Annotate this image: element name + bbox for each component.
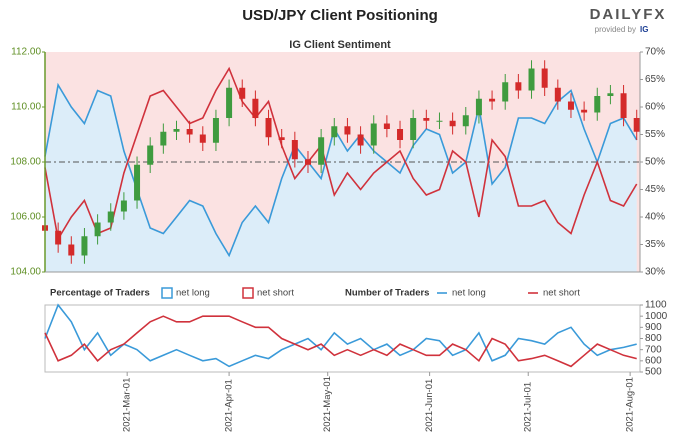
candle-body [462, 115, 469, 127]
y-tick-label: 108.00 [10, 157, 41, 168]
legend-box [242, 287, 254, 299]
candle-body [55, 230, 62, 245]
candle-body [252, 98, 259, 118]
y2-tick-label: 70% [645, 47, 665, 58]
candle-body [212, 118, 219, 143]
y-tick-label: 106.00 [10, 212, 41, 223]
candle-body [357, 134, 364, 146]
candle-body [120, 200, 127, 212]
legend-group: Number of Traders [345, 288, 429, 299]
candle-body [278, 137, 285, 140]
y2-tick-label: 45% [645, 184, 665, 195]
candle-body [199, 134, 206, 143]
candle-body [173, 129, 180, 132]
candle-body [633, 118, 640, 132]
logo: DAILYFX [590, 6, 667, 23]
candle-body [410, 118, 417, 140]
candle-body [528, 68, 535, 91]
legend-label: net long [176, 288, 210, 299]
logo-ig: IG [640, 25, 648, 34]
candle-body [449, 120, 456, 127]
candle-body [489, 98, 496, 102]
legend-group: Percentage of Traders [50, 288, 150, 299]
candle-body [291, 140, 298, 160]
x-tick-label: 2021-May-01 [322, 376, 333, 432]
candle-body [383, 123, 390, 129]
candle-body [81, 236, 88, 256]
legend-label: net short [543, 288, 580, 299]
count-line [44, 315, 637, 368]
candle-body [554, 87, 561, 102]
candle-body [594, 96, 601, 113]
candle-body [68, 244, 75, 256]
candle-body [186, 129, 193, 135]
y2-tick-label: 35% [645, 239, 665, 250]
candle-body [265, 118, 272, 138]
candle-body [107, 211, 114, 223]
x-tick-label: 2021-Apr-01 [224, 379, 235, 432]
candle-body [160, 131, 167, 146]
chart-subtitle: IG Client Sentiment [289, 39, 391, 51]
y2-tick-label: 40% [645, 212, 665, 223]
candle-body [423, 118, 430, 121]
net-long-area [45, 85, 637, 272]
candle-body [620, 93, 627, 118]
candle-body [226, 87, 233, 118]
y2-tick-label: 60% [645, 102, 665, 113]
candle-body [318, 137, 325, 165]
x-tick-label: 2021-Aug-01 [625, 377, 636, 432]
candle-body [436, 120, 443, 122]
candle-body [567, 101, 574, 110]
candle-body [304, 159, 311, 165]
legend-label: net long [452, 288, 486, 299]
candle-body [331, 126, 338, 138]
y2-tick-label: 30% [645, 267, 665, 278]
legend-box [161, 287, 173, 299]
y2-tick-label: 65% [645, 74, 665, 85]
y2-tick-label: 55% [645, 129, 665, 140]
legend-label: net short [257, 288, 294, 299]
candle-body [370, 123, 377, 146]
y-tick-label: 110.00 [11, 102, 41, 113]
y2-tick-label: 600 [645, 355, 662, 366]
candle-body [502, 82, 509, 102]
y2-tick-label: 1100 [645, 300, 667, 311]
candle-body [94, 222, 101, 237]
y-tick-label: 112.00 [11, 47, 41, 58]
candle-body [134, 164, 141, 201]
candle-body [147, 145, 154, 165]
y2-tick-label: 50% [645, 157, 665, 168]
y2-tick-label: 800 [645, 333, 662, 344]
y2-tick-label: 900 [645, 322, 662, 333]
candle-body [607, 93, 614, 96]
y-tick-label: 104.00 [10, 267, 41, 278]
x-tick-label: 2021-Jun-01 [424, 379, 435, 432]
candle-body [475, 98, 482, 116]
sentiment-line [44, 66, 638, 242]
y2-tick-label: 700 [645, 344, 662, 355]
candle-body [541, 68, 548, 88]
logo-sub: provided by [595, 25, 636, 34]
candle-body [515, 82, 522, 91]
candle-body [344, 126, 351, 135]
x-tick-label: 2021-Jul-01 [523, 382, 534, 432]
x-tick-label: 2021-Mar-01 [122, 378, 133, 432]
candle-body [581, 109, 588, 113]
count-line [44, 303, 637, 368]
sentiment-line [44, 82, 638, 258]
candle-body [397, 129, 404, 140]
plot-frame [44, 304, 641, 373]
candle-body [239, 87, 246, 99]
y2-tick-label: 500 [645, 367, 662, 378]
page-title: USD/JPY Client Positioning [242, 7, 438, 24]
y2-tick-label: 1000 [645, 311, 668, 322]
